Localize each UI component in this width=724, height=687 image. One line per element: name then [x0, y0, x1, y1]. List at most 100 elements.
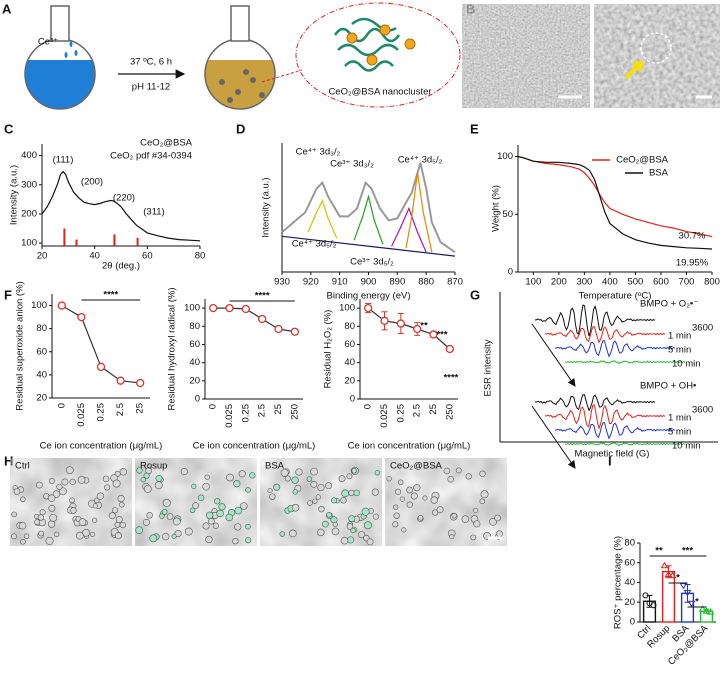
chart: 20 40 60 80 100 0 0.025 0.25 2.5 25 Ce ion concent… — [15, 281, 163, 451]
y-tick-label: 80 — [36, 323, 47, 334]
significance-label: ** — [420, 321, 428, 332]
cell — [37, 514, 45, 521]
y-tick-label: 60 — [344, 339, 355, 350]
cell — [397, 479, 404, 486]
cell — [315, 494, 321, 500]
annotation: Ce³⁺ 3d₃/₂ — [330, 159, 374, 170]
point — [702, 607, 711, 614]
axis-label: ESR intensity — [483, 339, 494, 396]
cell — [331, 497, 338, 504]
protein — [333, 17, 401, 72]
x-tick-label: 700 — [679, 277, 695, 288]
cell — [489, 518, 497, 526]
chart: 0 20 40 60 80 100 0 0.025 0.25 2.5 25 250 Ce ion con… — [167, 287, 316, 451]
y-tick-label: 0 — [350, 394, 355, 405]
x-axis-label: Ce ion concentration (μg/mL) — [193, 441, 316, 452]
cell — [202, 482, 211, 491]
cell — [358, 531, 366, 539]
cell — [447, 476, 454, 483]
x-tick-label: 800 — [704, 277, 720, 288]
legend-label: BSA — [649, 168, 669, 179]
time-arrow — [531, 323, 576, 387]
annotation: Ce³⁺ 3d₅/₂ — [350, 257, 394, 268]
point — [687, 600, 696, 608]
cell — [431, 509, 439, 516]
spectrum — [534, 304, 656, 337]
bar — [661, 570, 676, 623]
x-axis-label: Ce ion concentration (μg/mL) — [348, 441, 471, 452]
point — [274, 324, 283, 334]
drop — [64, 52, 68, 58]
cell — [338, 475, 346, 483]
cell — [53, 531, 60, 538]
cell — [366, 538, 374, 546]
dot — [250, 77, 256, 83]
y-tick-label: 60 — [36, 346, 47, 357]
cell — [135, 526, 143, 534]
cell — [470, 534, 477, 541]
cell — [136, 467, 143, 474]
cell — [341, 489, 349, 498]
time-label: 10 min — [672, 359, 701, 370]
y-axis-label: ROS⁺ percentage (%) — [613, 536, 624, 629]
tem-image — [594, 4, 720, 108]
cell — [245, 537, 252, 544]
panel-label: E — [470, 121, 479, 136]
cell — [291, 503, 300, 512]
cell — [325, 482, 333, 490]
cell — [436, 506, 444, 514]
cell — [96, 492, 104, 500]
cell — [280, 468, 289, 477]
dot — [219, 79, 225, 85]
cell — [48, 478, 55, 484]
significance-label: * — [676, 573, 680, 584]
x-tick-label: 920 — [303, 277, 319, 288]
y-tick-label: 0 — [508, 267, 513, 278]
image-label: BSA — [265, 461, 285, 472]
point — [209, 303, 218, 313]
cell — [11, 511, 18, 518]
cell — [291, 476, 299, 484]
condition: pH 11-12 — [132, 82, 170, 93]
cell — [406, 486, 413, 494]
point — [698, 605, 707, 612]
y-tick-label: 40 — [344, 357, 355, 368]
cell — [494, 514, 501, 522]
y-tick-label: 0 — [195, 394, 200, 405]
cell — [233, 480, 241, 488]
x-tick-label: 890 — [389, 277, 405, 288]
y-tick-label: 60 — [624, 557, 635, 568]
spectrum — [544, 404, 666, 430]
cell — [473, 520, 481, 528]
cell — [92, 517, 98, 523]
point — [679, 582, 688, 590]
y-tick-label: 20 — [624, 597, 635, 608]
cell — [351, 468, 357, 474]
nanoclusters — [219, 69, 265, 103]
x-tick-label: 2.5 — [115, 403, 126, 416]
x-axis-label: Temperature (ᵒC) — [579, 291, 652, 302]
y-axis-label: Intensity (a.u.) — [9, 165, 20, 225]
x-tick-label: 600 — [653, 277, 669, 288]
cell — [234, 523, 242, 531]
series-line — [353, 194, 384, 245]
cell — [284, 475, 291, 482]
cell — [162, 532, 170, 541]
cell — [159, 513, 165, 519]
point — [116, 376, 125, 385]
cell — [238, 470, 246, 478]
cell — [332, 521, 338, 527]
x-tick-label: 870 — [447, 277, 463, 288]
point — [650, 602, 657, 609]
cell — [112, 507, 119, 514]
cell — [312, 498, 318, 504]
particle — [346, 32, 358, 44]
cell — [77, 476, 86, 484]
cell — [172, 517, 181, 526]
highlight-circle — [640, 32, 672, 64]
cell — [392, 521, 399, 528]
significance-label: *** — [682, 546, 693, 557]
y-tick-label: 40 — [36, 369, 47, 380]
cell-images: Ctrl Rosup BSA CeO₂@BSA — [10, 458, 507, 546]
cell — [189, 507, 196, 513]
